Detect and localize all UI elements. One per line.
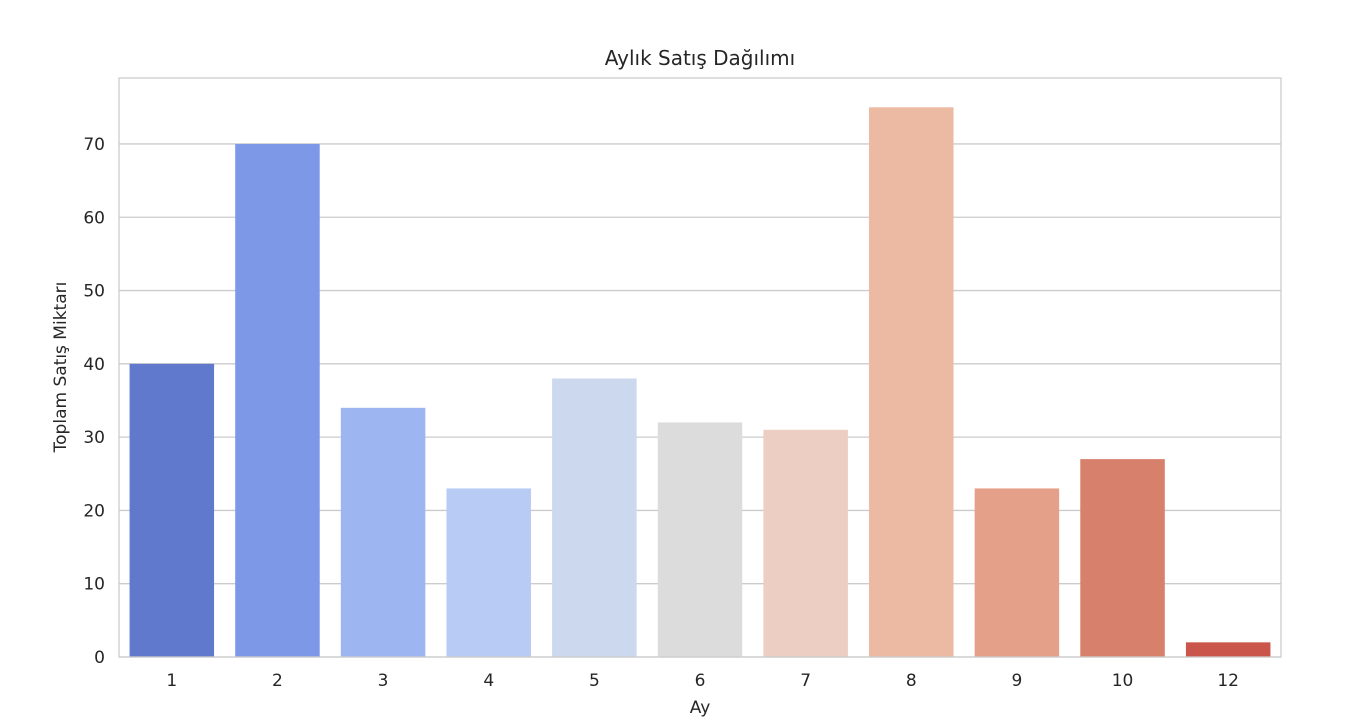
bars (129, 107, 1271, 657)
y-tick-label: 40 (83, 355, 105, 375)
y-axis-label: Toplam Satış Miktarı (51, 282, 71, 454)
bar-month-3 (340, 407, 426, 657)
x-tick-label: 7 (800, 671, 811, 691)
x-tick-label: 2 (272, 671, 283, 691)
x-tick-labels: 1 2 3 4 5 6 7 8 9 10 12 (166, 671, 1239, 691)
bar-month-7 (763, 429, 848, 657)
y-tick-label: 70 (83, 135, 105, 155)
y-tick-label: 0 (94, 648, 105, 668)
y-tick-label: 60 (83, 208, 105, 228)
chart-title: Aylık Satış Dağılımı (605, 46, 795, 70)
plot-frame (118, 77, 1282, 658)
bar-month-5 (552, 378, 637, 657)
x-tick-label: 1 (166, 671, 177, 691)
x-tick-label: 10 (1112, 671, 1134, 691)
x-tick-label: 3 (378, 671, 389, 691)
x-tick-label: 5 (589, 671, 600, 691)
y-tick-label: 20 (83, 501, 105, 521)
x-tick-label: 8 (906, 671, 917, 691)
x-tick-label: 12 (1217, 671, 1239, 691)
bar-month-6 (657, 422, 743, 657)
bar-month-10 (1080, 459, 1165, 657)
y-tick-label: 10 (83, 575, 105, 595)
x-tick-label: 9 (1011, 671, 1022, 691)
bar-month-9 (974, 488, 1060, 657)
x-axis-label: Ay (690, 698, 711, 718)
y-tick-label: 50 (83, 282, 105, 302)
x-tick-label: 4 (483, 671, 494, 691)
x-tick-label: 6 (695, 671, 706, 691)
bar-month-8 (869, 107, 954, 657)
y-tick-label: 30 (83, 428, 105, 448)
bar-month-12 (1185, 642, 1271, 657)
bar-month-1 (129, 363, 215, 657)
y-tick-labels: 0 10 20 30 40 50 60 70 (83, 135, 105, 668)
bar-month-4 (446, 488, 531, 657)
bar-month-2 (235, 143, 320, 657)
